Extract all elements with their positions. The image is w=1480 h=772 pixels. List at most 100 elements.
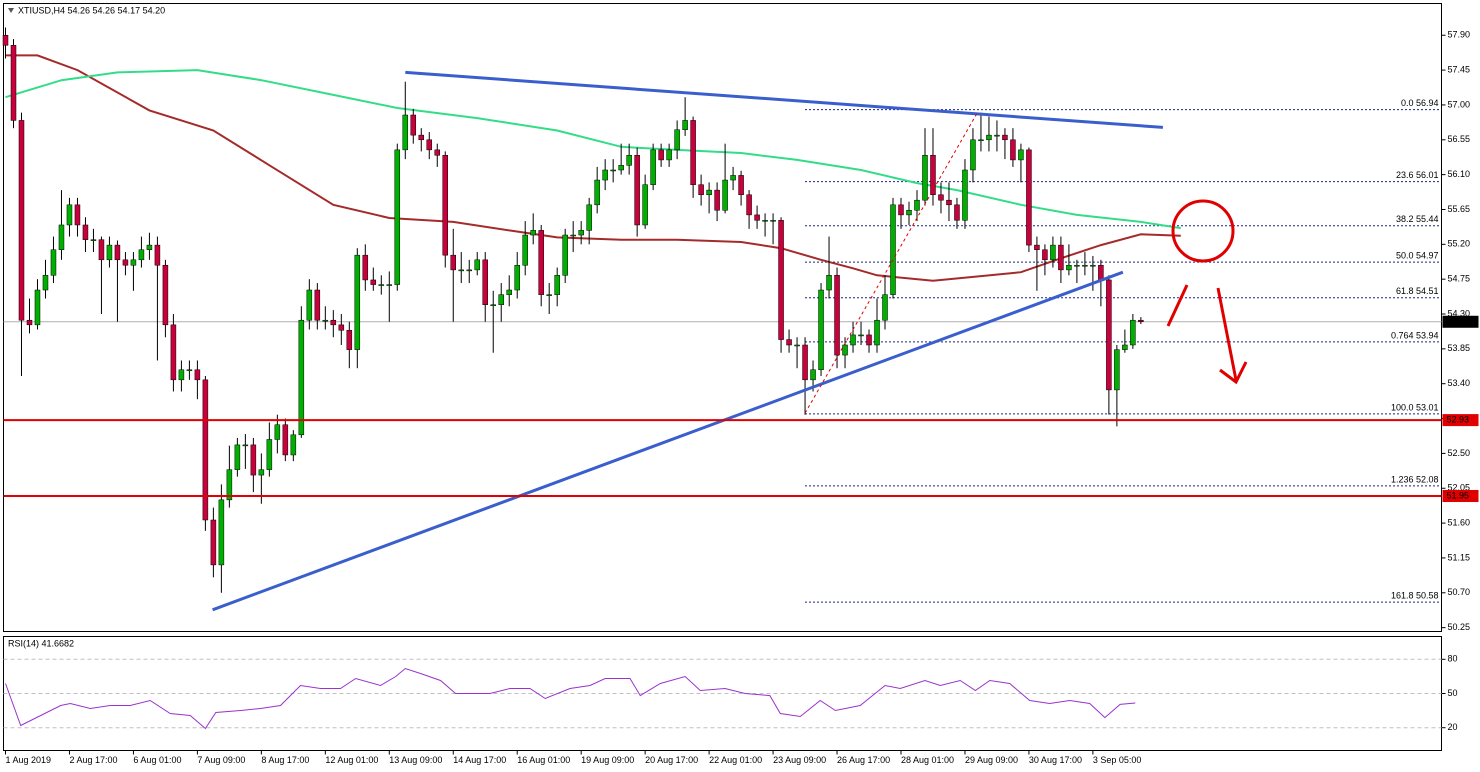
candle-body	[858, 334, 864, 337]
candle-body	[818, 289, 824, 371]
fib-label: 38.2 55.44	[1396, 214, 1439, 224]
candle-body	[514, 264, 520, 291]
y-tick-label: 55.65	[1448, 204, 1471, 214]
fib-label: 100.0 53.01	[1391, 402, 1439, 412]
candle-body	[202, 379, 209, 521]
candle-body	[730, 175, 736, 181]
x-tick-label: 1 Aug 2019	[5, 755, 51, 765]
y-tick-label: 57.45	[1448, 64, 1471, 74]
candle-body	[1002, 134, 1008, 141]
price-label: 54.20	[1447, 316, 1470, 326]
candle-body	[442, 155, 449, 256]
candle-body	[10, 45, 17, 121]
candle-body	[906, 210, 912, 216]
y-tick-label: 53.85	[1448, 343, 1471, 353]
candle-body	[34, 289, 41, 326]
candle-body	[1106, 279, 1112, 391]
candle-body	[642, 184, 648, 226]
candle-body	[986, 134, 992, 141]
candle-body	[786, 339, 792, 346]
marks: 50.2550.7051.1551.6052.0552.5052.9553.40…	[2, 27, 1479, 765]
candle-body	[658, 149, 664, 161]
candle-body	[922, 155, 928, 201]
candle-body	[138, 249, 145, 261]
candle-body	[978, 139, 984, 142]
x-tick-label: 20 Aug 17:00	[645, 755, 698, 765]
annotation-arrow-head	[1219, 361, 1248, 385]
candle-body	[1018, 149, 1024, 161]
chart-title: XTIUSD,H4 54.26 54.26 54.17 54.20	[18, 5, 165, 15]
x-tick-label: 16 Aug 01:00	[517, 755, 570, 765]
candle-body	[114, 244, 121, 261]
candle-body	[994, 134, 1000, 137]
candle-body	[266, 439, 273, 470]
fib-label: 0.764 53.94	[1391, 330, 1439, 340]
candle-body	[170, 324, 177, 381]
candle-body	[626, 155, 632, 166]
candle-body	[386, 284, 393, 286]
candle-body	[1082, 264, 1088, 267]
y-tick-label: 56.10	[1448, 169, 1471, 179]
candle-body	[930, 155, 936, 196]
candle-body	[466, 269, 472, 272]
candle-body	[530, 230, 536, 236]
level-box	[1442, 414, 1479, 427]
x-tick-label: 29 Aug 09:00	[965, 755, 1018, 765]
y-tick-label: 57.00	[1448, 99, 1471, 109]
rsi-pane	[3, 636, 1442, 751]
candle-body	[842, 344, 848, 356]
candle-body	[834, 275, 840, 356]
candle-body	[330, 319, 337, 326]
x-tick-label: 23 Aug 09:00	[773, 755, 826, 765]
candle-body	[226, 469, 233, 501]
candle-body	[682, 120, 688, 130]
candle-body	[826, 275, 832, 291]
candle-body	[1090, 264, 1096, 267]
x-tick-label: 12 Aug 01:00	[325, 755, 378, 765]
candle-body	[210, 519, 217, 566]
candle-body	[130, 259, 137, 266]
annotation-circle	[1171, 199, 1235, 263]
y-tick-label: 50.70	[1448, 587, 1471, 597]
y-tick-label: 54.75	[1448, 274, 1471, 284]
candle-body	[314, 289, 321, 321]
candle-body	[362, 254, 369, 281]
candle-body	[194, 369, 201, 381]
x-tick-label: 22 Aug 01:00	[709, 755, 762, 765]
candle-body	[586, 204, 592, 231]
candle-body	[82, 224, 89, 240]
x-tick-label: 14 Aug 17:00	[453, 755, 506, 765]
price-box	[1442, 315, 1479, 328]
candle-body	[250, 444, 257, 476]
candle-body	[58, 224, 65, 250]
candle-body	[418, 134, 425, 141]
moving-average	[5, 69, 1181, 230]
candle-body	[698, 184, 704, 196]
y-tick-label: 57.90	[1448, 30, 1471, 40]
candle-body	[74, 204, 81, 226]
candle-body	[154, 244, 161, 266]
candle-body	[938, 194, 944, 201]
candle-body	[2, 34, 9, 46]
candle-body	[410, 114, 417, 136]
candle-body	[370, 279, 377, 285]
candle-body	[1130, 319, 1136, 346]
candle-body	[274, 424, 281, 440]
y-tick-label: 52.50	[1448, 448, 1471, 458]
candle-body	[554, 275, 560, 295]
trendline	[212, 270, 1124, 612]
candle-body	[706, 189, 712, 196]
rsi-line	[5, 667, 1136, 730]
rsi-title: RSI(14) 41.6682	[8, 638, 74, 648]
candle-body	[146, 244, 153, 250]
candle-body	[450, 254, 456, 271]
candle-body	[874, 319, 880, 346]
candle-body	[50, 249, 57, 276]
candle-body	[618, 165, 624, 171]
candle-body	[506, 289, 512, 295]
candle-body	[426, 139, 433, 151]
candle-body	[970, 139, 976, 171]
candle-body	[810, 369, 816, 381]
